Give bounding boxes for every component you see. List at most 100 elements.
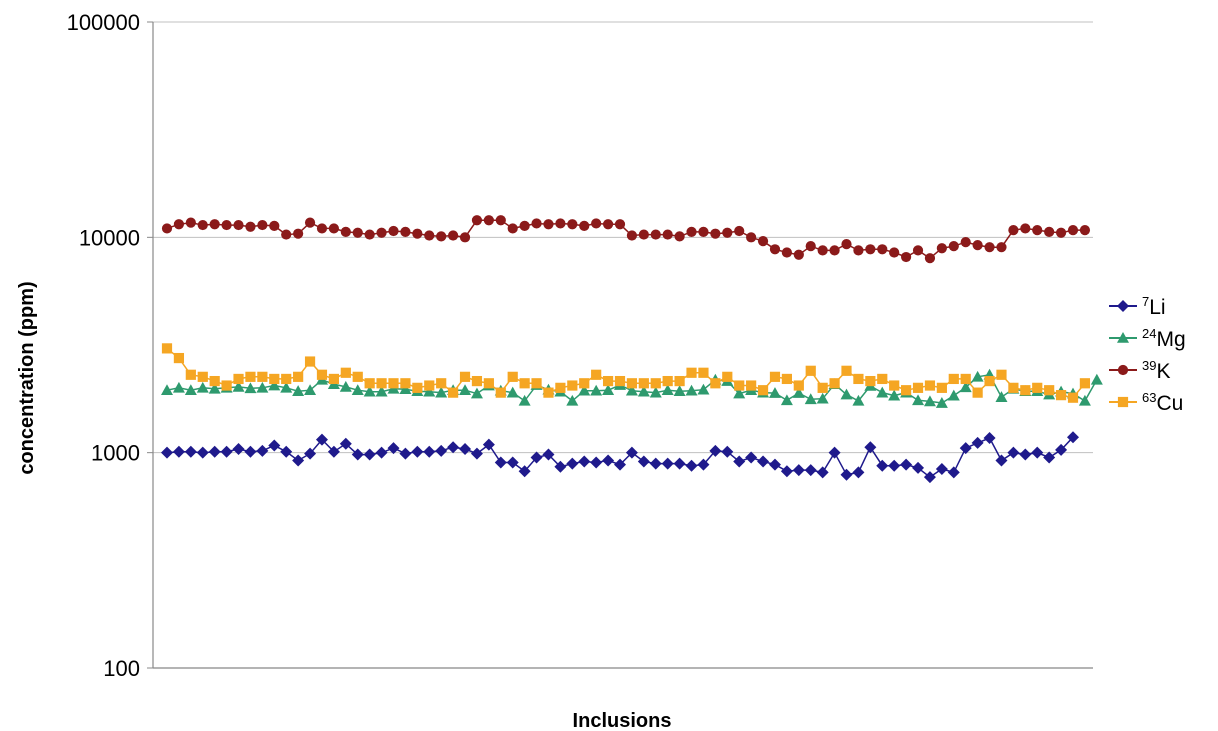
data-point-mg [184,384,197,396]
data-point-mg [351,384,364,396]
data-point-li [840,468,853,481]
data-point-cu [877,373,888,385]
legend-label: 24Mg [1142,326,1186,351]
series-k [161,215,1091,264]
data-point-li [244,445,257,458]
data-point-li [947,466,960,479]
data-point-k [936,243,947,254]
data-point-li [768,458,781,471]
data-point-k [483,215,494,226]
data-point-mg [971,370,984,382]
data-point-li [459,442,472,455]
data-point-mg [518,394,531,406]
data-point-cu [710,378,721,389]
data-point-cu [173,352,185,364]
data-point-li [602,454,615,467]
data-point-li [196,446,209,459]
x-axis-title: Inclusions [573,710,672,731]
series-line [166,436,1074,479]
data-point-k [1032,225,1043,236]
data-point-li [161,446,173,459]
data-point-cu [304,356,316,367]
data-point-cu [984,375,995,387]
data-point-li [220,445,233,458]
data-point-mg [435,386,448,398]
data-point-k [388,225,399,237]
data-point-k [221,219,232,231]
data-point-cu [793,380,804,391]
data-point-k [281,229,292,240]
data-point-cu [1044,385,1055,396]
data-point-mg [292,385,305,396]
data-point-li [232,442,245,455]
data-point-li [1007,446,1020,459]
legend-item-mg: 24Mg [1109,326,1186,351]
data-point-cu [591,369,602,380]
data-point-cu [960,373,971,385]
y-tick-label: 100 [103,656,140,681]
data-point-li [697,458,710,471]
data-point-li [852,466,865,479]
data-point-mg [947,389,960,401]
data-point-k [912,245,924,256]
data-point-cu [602,375,614,387]
data-point-cu [459,371,471,382]
data-point-cu [245,371,256,382]
data-point-mg [852,394,865,406]
data-point-mg [768,387,781,398]
data-point-li [1055,443,1068,456]
data-point-cu [1067,392,1079,403]
data-point-li [1019,448,1032,461]
data-point-k [602,219,614,230]
data-point-k [769,244,781,255]
data-point-cu [495,387,506,398]
legend-label: 7Li [1142,294,1166,319]
data-point-k [650,229,661,240]
data-point-cu [972,387,983,398]
data-point-cu [757,385,769,396]
data-point-mg [1090,373,1103,385]
data-point-k [781,247,792,258]
data-point-li [530,451,543,464]
data-point-k [841,239,852,250]
data-point-k [996,242,1007,253]
data-point-li [387,442,400,455]
data-point-li [375,446,388,459]
data-point-mg [232,380,245,392]
data-point-li [625,446,638,459]
data-point-li [447,441,460,454]
data-point-k [507,223,518,234]
data-point-cu [233,373,244,385]
data-point-li [506,456,519,469]
data-point-cu [853,373,864,385]
data-point-mg [959,381,972,393]
data-point-k [173,219,185,230]
data-point-k [626,230,638,241]
data-point-cu [424,380,435,391]
y-tick-label: 100000 [67,10,140,35]
data-point-cu [662,375,673,387]
data-point-cu [614,375,626,387]
data-point-k [817,245,828,256]
data-point-cu [817,382,828,393]
data-point-cu [650,378,661,389]
data-point-cu [579,378,590,389]
data-point-li [816,466,829,479]
data-point-mg [840,388,853,400]
data-point-mg [566,394,579,406]
data-point-mg [637,385,650,397]
series-layer [161,215,1103,484]
legend-marker [1117,300,1129,312]
data-point-k [674,231,685,242]
data-point-k [591,218,602,229]
plot-frame [152,22,1093,669]
data-point-cu [161,343,173,354]
data-point-li [804,464,817,477]
data-point-cu [483,378,494,389]
data-point-mg [339,380,352,392]
data-point-k [436,231,447,242]
data-point-mg [792,387,805,398]
data-point-mg [780,394,793,406]
data-point-k [793,249,804,260]
data-point-k [757,236,769,247]
